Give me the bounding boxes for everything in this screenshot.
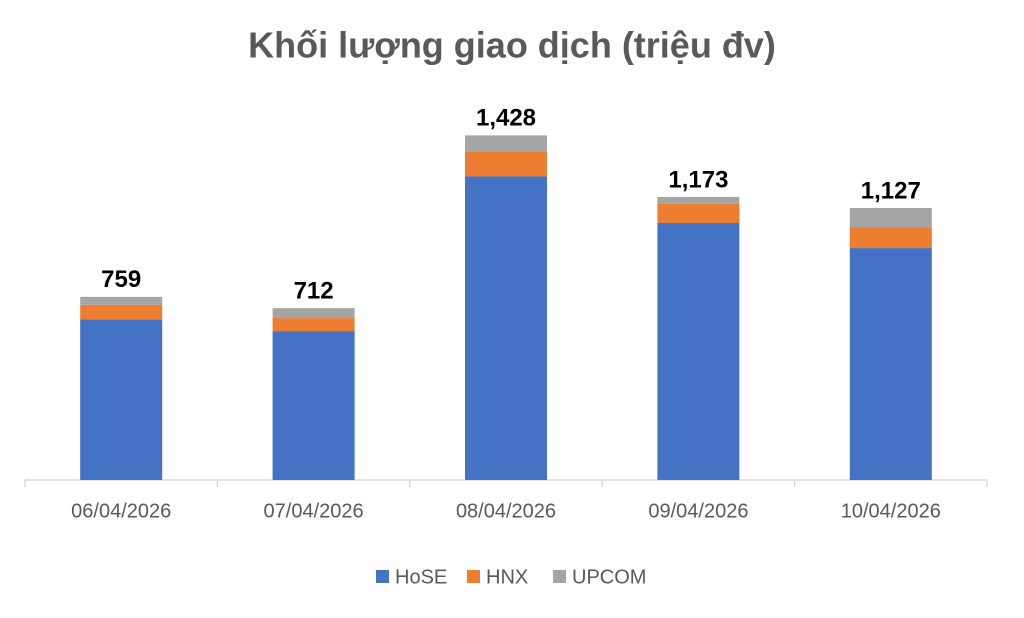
legend-swatch bbox=[376, 570, 389, 583]
bar-segment bbox=[849, 227, 932, 249]
bar-segment bbox=[80, 296, 163, 305]
total-label: 1,173 bbox=[668, 166, 728, 193]
bar-segment bbox=[657, 196, 740, 204]
legend-label: HNX bbox=[486, 566, 528, 588]
bar-segment bbox=[657, 203, 740, 223]
bar-segment bbox=[272, 308, 355, 319]
bar-segment bbox=[80, 319, 163, 480]
bar-segment bbox=[849, 248, 932, 480]
bar-segment bbox=[272, 318, 355, 332]
bar-segment bbox=[657, 222, 740, 481]
total-label: 759 bbox=[101, 266, 141, 293]
x-tick-label: 06/04/2026 bbox=[71, 500, 171, 522]
x-tick-label: 10/04/2026 bbox=[841, 500, 941, 522]
bar-segment bbox=[465, 176, 547, 481]
total-label: 1,428 bbox=[476, 105, 536, 132]
bar-segment bbox=[465, 135, 547, 152]
legend-label: HoSE bbox=[395, 566, 447, 588]
total-label: 712 bbox=[294, 278, 334, 305]
bar-segment bbox=[272, 331, 355, 480]
total-label: 1,127 bbox=[861, 177, 921, 204]
bar-segment bbox=[849, 208, 932, 228]
bar-segment bbox=[80, 304, 163, 320]
x-tick-label: 08/04/2026 bbox=[456, 500, 556, 522]
x-tick-label: 09/04/2026 bbox=[648, 500, 748, 522]
legend-swatch bbox=[553, 570, 566, 583]
chart-title: Khối lượng giao dịch (triệu đv) bbox=[248, 25, 776, 66]
bar-segment bbox=[465, 151, 547, 177]
legend-label: UPCOM bbox=[572, 566, 646, 588]
x-tick-label: 07/04/2026 bbox=[264, 500, 364, 522]
legend-swatch bbox=[467, 570, 480, 583]
